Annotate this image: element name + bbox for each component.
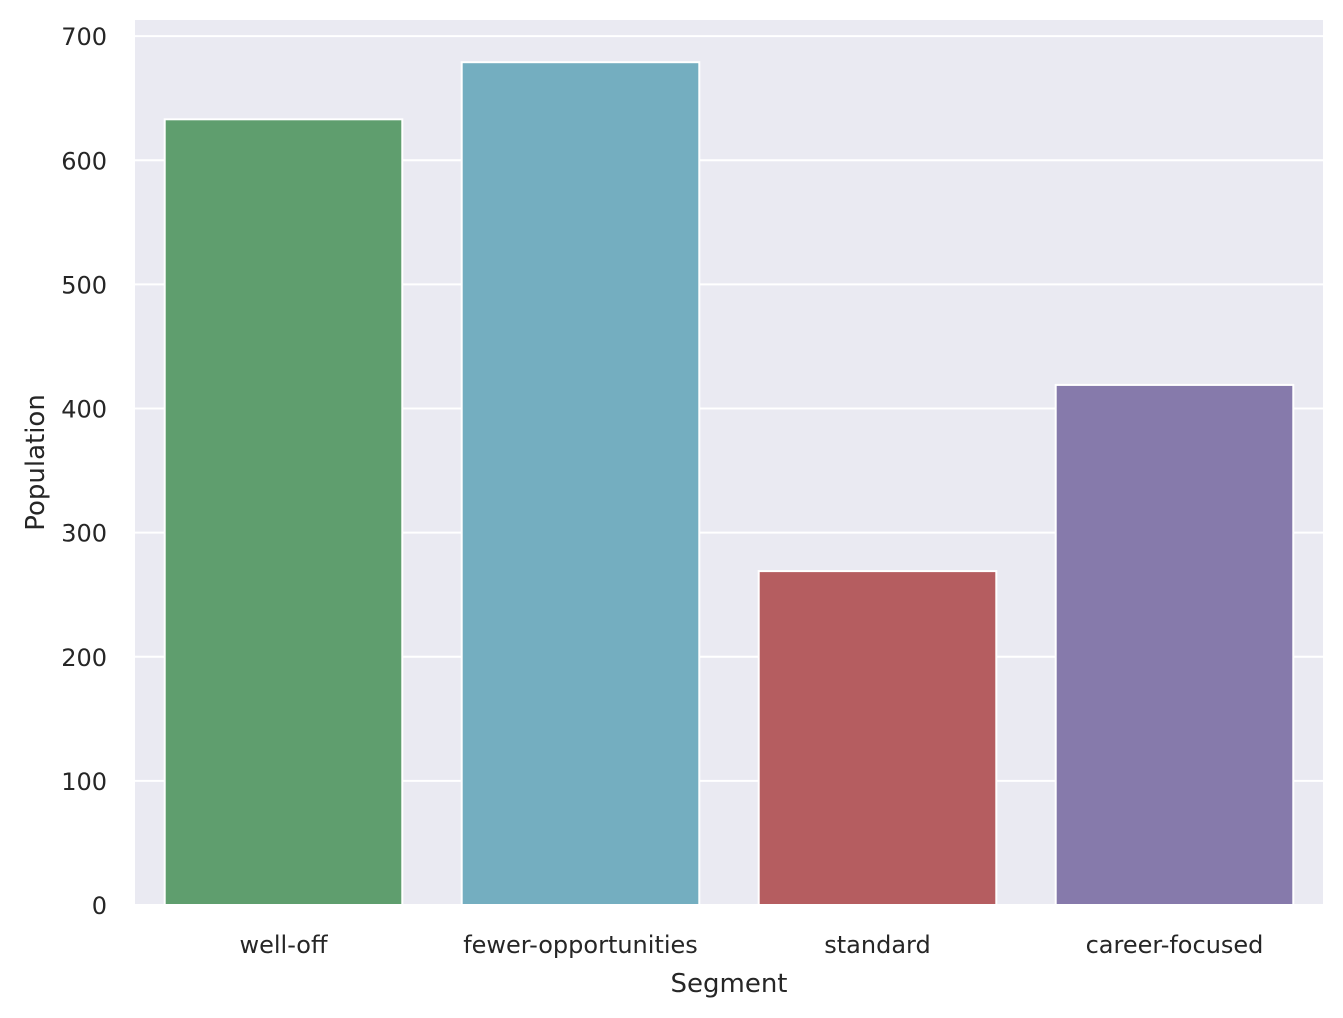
y-tick-label: 200 xyxy=(61,644,107,672)
y-tick-labels: 0 100 200 300 400 500 600 700 xyxy=(61,23,107,920)
y-tick-label: 700 xyxy=(61,23,107,51)
bar-fewer-opportunities xyxy=(460,61,701,906)
y-tick-label: 100 xyxy=(61,768,107,796)
bar-career-focused xyxy=(1054,383,1295,906)
x-tick-label: standard xyxy=(824,931,930,959)
bars xyxy=(163,61,1295,906)
y-tick-label: 300 xyxy=(61,520,107,548)
x-tick-labels: well-off fewer-opportunities standard caree… xyxy=(239,931,1263,959)
y-tick-label: 600 xyxy=(61,147,107,175)
x-tick-label: well-off xyxy=(239,931,328,959)
x-tick-label: fewer-opportunities xyxy=(463,931,698,959)
y-tick-label: 0 xyxy=(92,892,107,920)
y-tick-label: 500 xyxy=(61,271,107,299)
y-axis-label: Population xyxy=(21,394,51,531)
x-axis-label: Segment xyxy=(671,969,788,999)
bar-well-off xyxy=(163,118,404,906)
x-tick-label: career-focused xyxy=(1086,931,1264,959)
bar-standard xyxy=(757,570,998,906)
y-tick-label: 400 xyxy=(61,396,107,424)
